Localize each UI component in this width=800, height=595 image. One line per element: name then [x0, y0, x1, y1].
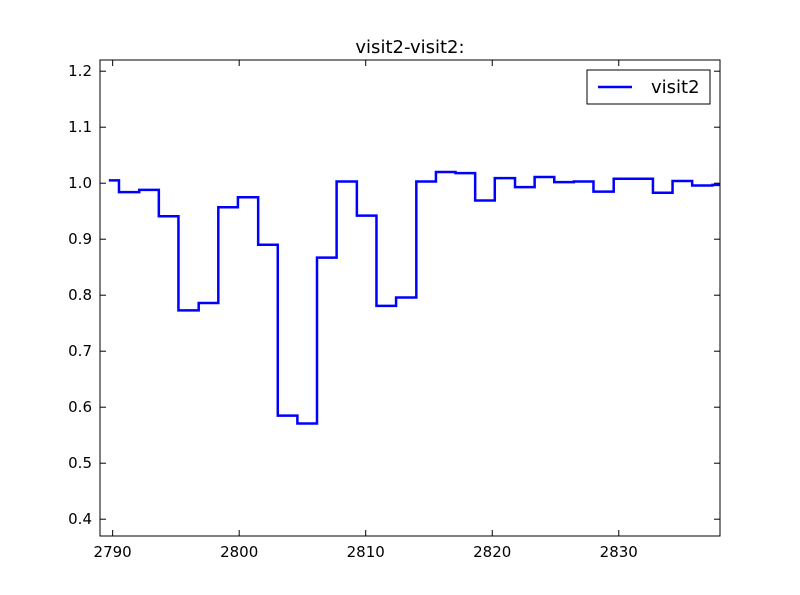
- y-tick-label: 0.7: [68, 342, 92, 360]
- y-tick-label: 1.1: [68, 118, 92, 136]
- x-tick-label: 2810: [347, 543, 385, 561]
- y-tick-label: 1.0: [68, 174, 92, 192]
- legend: visit2: [586, 69, 711, 105]
- y-tick-label: 0.9: [68, 230, 92, 248]
- x-tick-label: 2790: [94, 543, 132, 561]
- chart-title: visit2-visit2:: [355, 37, 464, 58]
- y-tick-label: 0.5: [68, 454, 92, 472]
- plot-frame: [99, 59, 721, 537]
- axes-layer: 2790 2800 2810 2820 2830 0.4 0.5 0.6 0.7 0.8 0.9 1.…: [68, 59, 721, 561]
- x-tick-label: 2800: [220, 543, 258, 561]
- series-line-visit2: [108, 170, 720, 425]
- y-tick-label: 0.8: [68, 286, 92, 304]
- y-tick-label: 0.4: [68, 510, 92, 528]
- series-layer: [108, 170, 720, 425]
- y-tick-label: 0.6: [68, 398, 92, 416]
- x-tick-label: 2820: [473, 543, 511, 561]
- x-tick-label: 2830: [600, 543, 638, 561]
- legend-label-visit2: visit2: [651, 77, 700, 98]
- y-tick-label: 1.2: [68, 62, 92, 80]
